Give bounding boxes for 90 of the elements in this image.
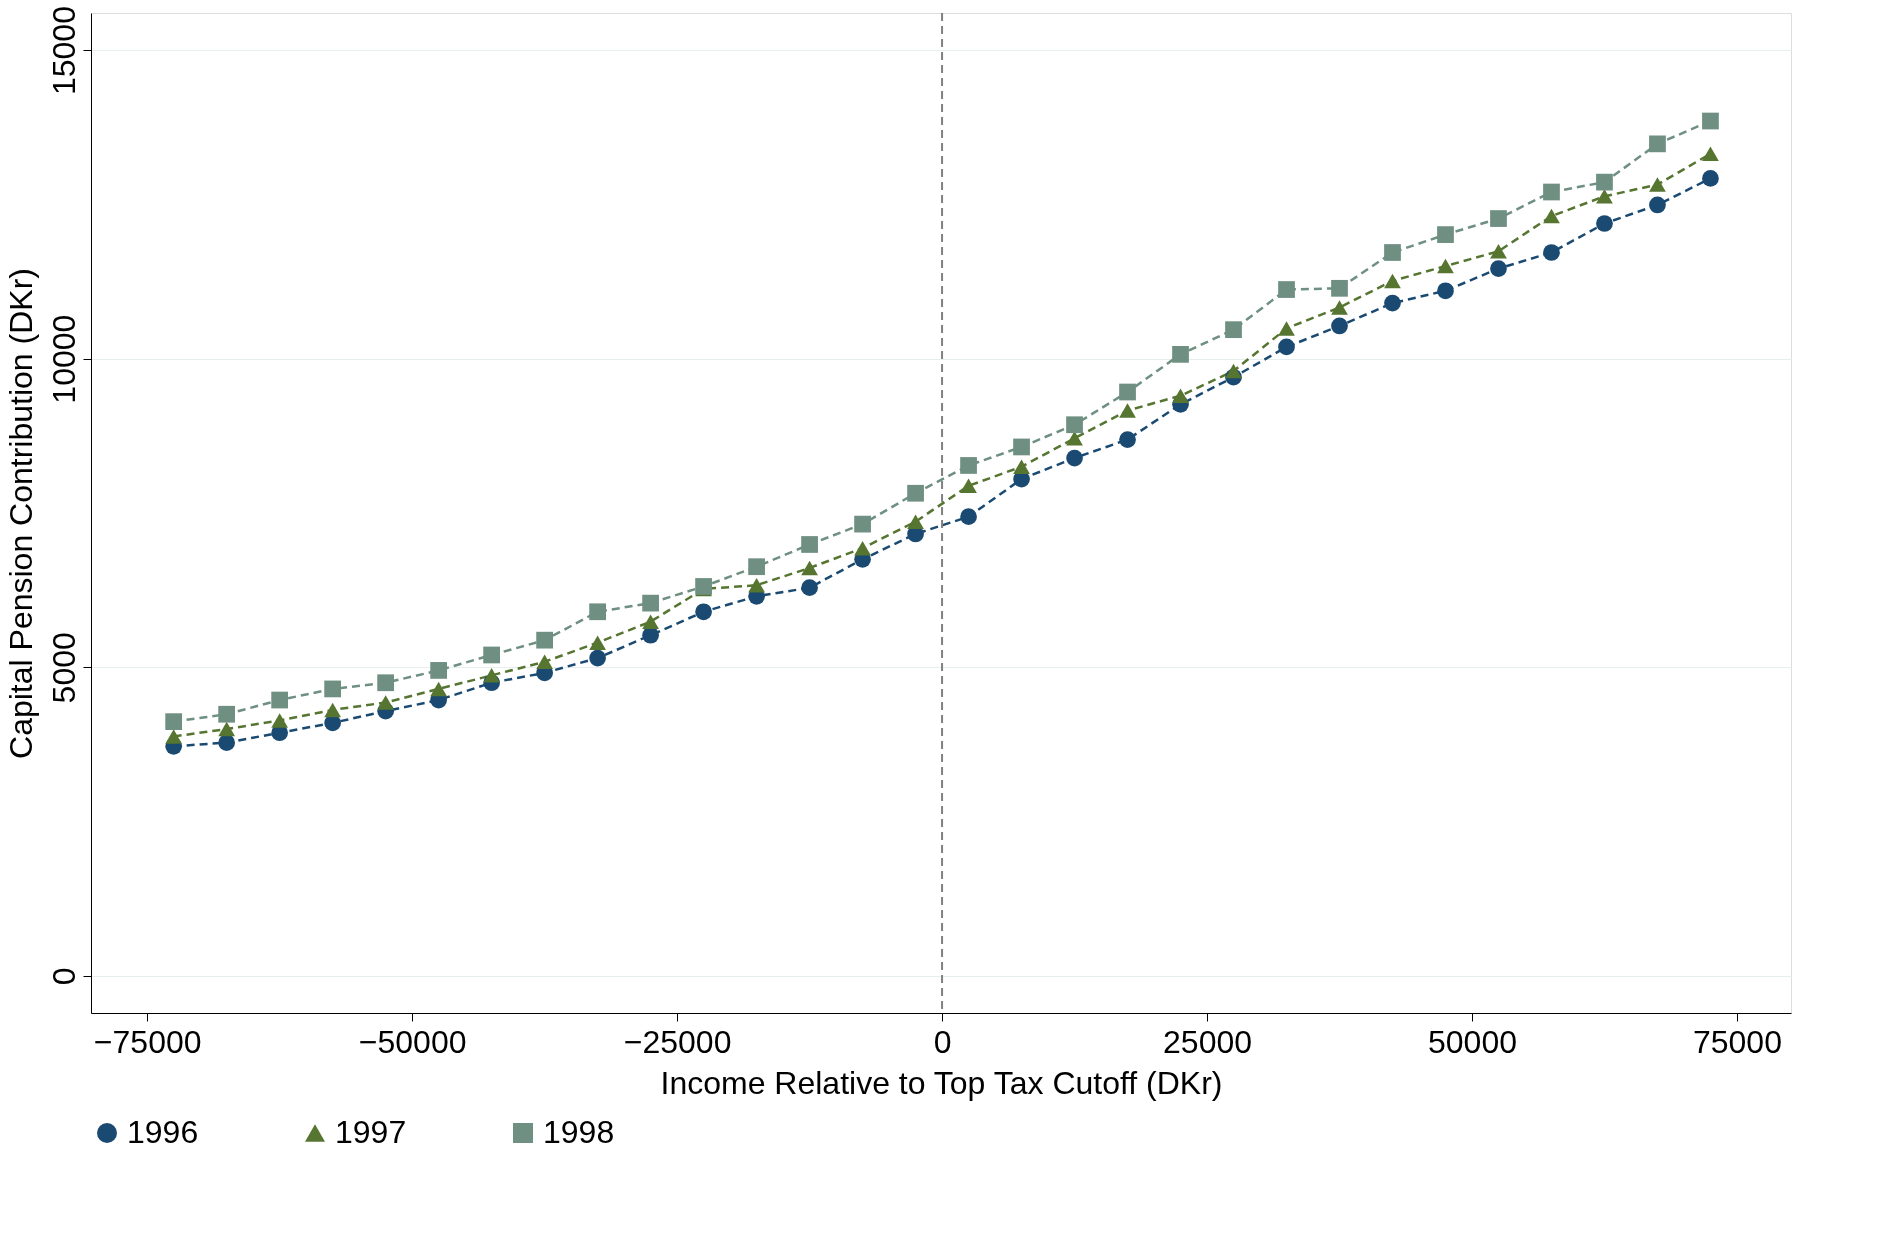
point: [854, 515, 871, 533]
point: [748, 577, 765, 593]
y-tick-label: 15000: [45, 6, 82, 96]
point: [1278, 321, 1295, 336]
point: [1490, 260, 1507, 277]
point: [589, 649, 606, 667]
point: [1225, 363, 1242, 379]
x-tick-label: −25000: [623, 1023, 732, 1060]
point: [1119, 403, 1136, 418]
point: [1384, 294, 1401, 312]
point: [377, 674, 394, 692]
x-tick-label: −50000: [358, 1023, 467, 1060]
x-tick-label: 25000: [1163, 1023, 1253, 1060]
point: [589, 603, 606, 621]
x-tick-label: 0: [933, 1023, 952, 1060]
point: [430, 662, 447, 679]
point: [536, 654, 553, 670]
legend-label: 1998: [543, 1114, 615, 1150]
point: [1331, 300, 1348, 315]
point: [960, 457, 977, 474]
point: [1331, 317, 1348, 335]
point: [907, 484, 924, 502]
point: [377, 695, 395, 710]
point: [1543, 244, 1560, 261]
point: [1437, 282, 1454, 300]
point: [1596, 189, 1613, 204]
point: [1384, 244, 1401, 261]
point: [1437, 258, 1454, 274]
x-tick-label: 75000: [1692, 1023, 1782, 1060]
point: [1331, 279, 1348, 297]
point: [324, 702, 342, 718]
y-tick-label: 0: [45, 967, 82, 986]
y-tick-label: 10000: [45, 314, 82, 404]
point: [218, 734, 236, 751]
point: [642, 614, 659, 629]
point: [1013, 459, 1030, 474]
point: [1119, 431, 1136, 448]
legend-label: 1996: [127, 1114, 199, 1150]
point: [801, 560, 818, 576]
point: [1013, 438, 1030, 456]
point: [165, 729, 183, 744]
point: [1172, 388, 1189, 403]
point: [1702, 170, 1719, 187]
point: [1225, 321, 1242, 339]
point: [1596, 215, 1613, 232]
point: [1172, 345, 1189, 363]
point: [642, 594, 659, 612]
point: [165, 713, 183, 731]
point: [483, 668, 500, 683]
point: [1278, 338, 1295, 356]
y-tick-label: 5000: [45, 632, 82, 704]
point: [589, 635, 606, 650]
point: [1490, 210, 1507, 227]
point: [430, 681, 447, 697]
point: [271, 713, 289, 728]
point: [483, 646, 500, 664]
point: [1702, 112, 1719, 130]
point: [1702, 146, 1719, 161]
point: [960, 508, 977, 526]
point: [218, 721, 236, 737]
point: [960, 478, 977, 494]
legend-label: 1997: [335, 1114, 407, 1150]
point: [1384, 273, 1401, 289]
point: [1543, 183, 1560, 201]
point: [1543, 208, 1560, 224]
point: [1119, 383, 1136, 401]
point: [907, 514, 924, 529]
point: [1437, 226, 1454, 243]
point: [1278, 281, 1295, 298]
point: [801, 536, 818, 553]
point: [324, 680, 342, 698]
point: [801, 579, 818, 597]
x-tick-label: 50000: [1427, 1023, 1517, 1060]
point: [1066, 449, 1083, 467]
point: [218, 705, 236, 723]
point: [1649, 177, 1666, 192]
point: [854, 540, 871, 556]
point: [1649, 196, 1666, 214]
point: [1490, 244, 1507, 259]
x-axis-title: Income Relative to Top Tax Cutoff (DKr): [660, 1064, 1223, 1101]
point: [1649, 135, 1666, 153]
point: [1066, 416, 1083, 434]
point: [271, 691, 289, 709]
point: [1596, 173, 1613, 191]
point: [1066, 431, 1083, 446]
point: [748, 558, 765, 576]
point: [695, 603, 712, 621]
x-tick-label: −75000: [93, 1023, 202, 1060]
y-axis-title: Capital Pension Contribution (DKr): [2, 268, 39, 759]
point: [536, 631, 553, 649]
